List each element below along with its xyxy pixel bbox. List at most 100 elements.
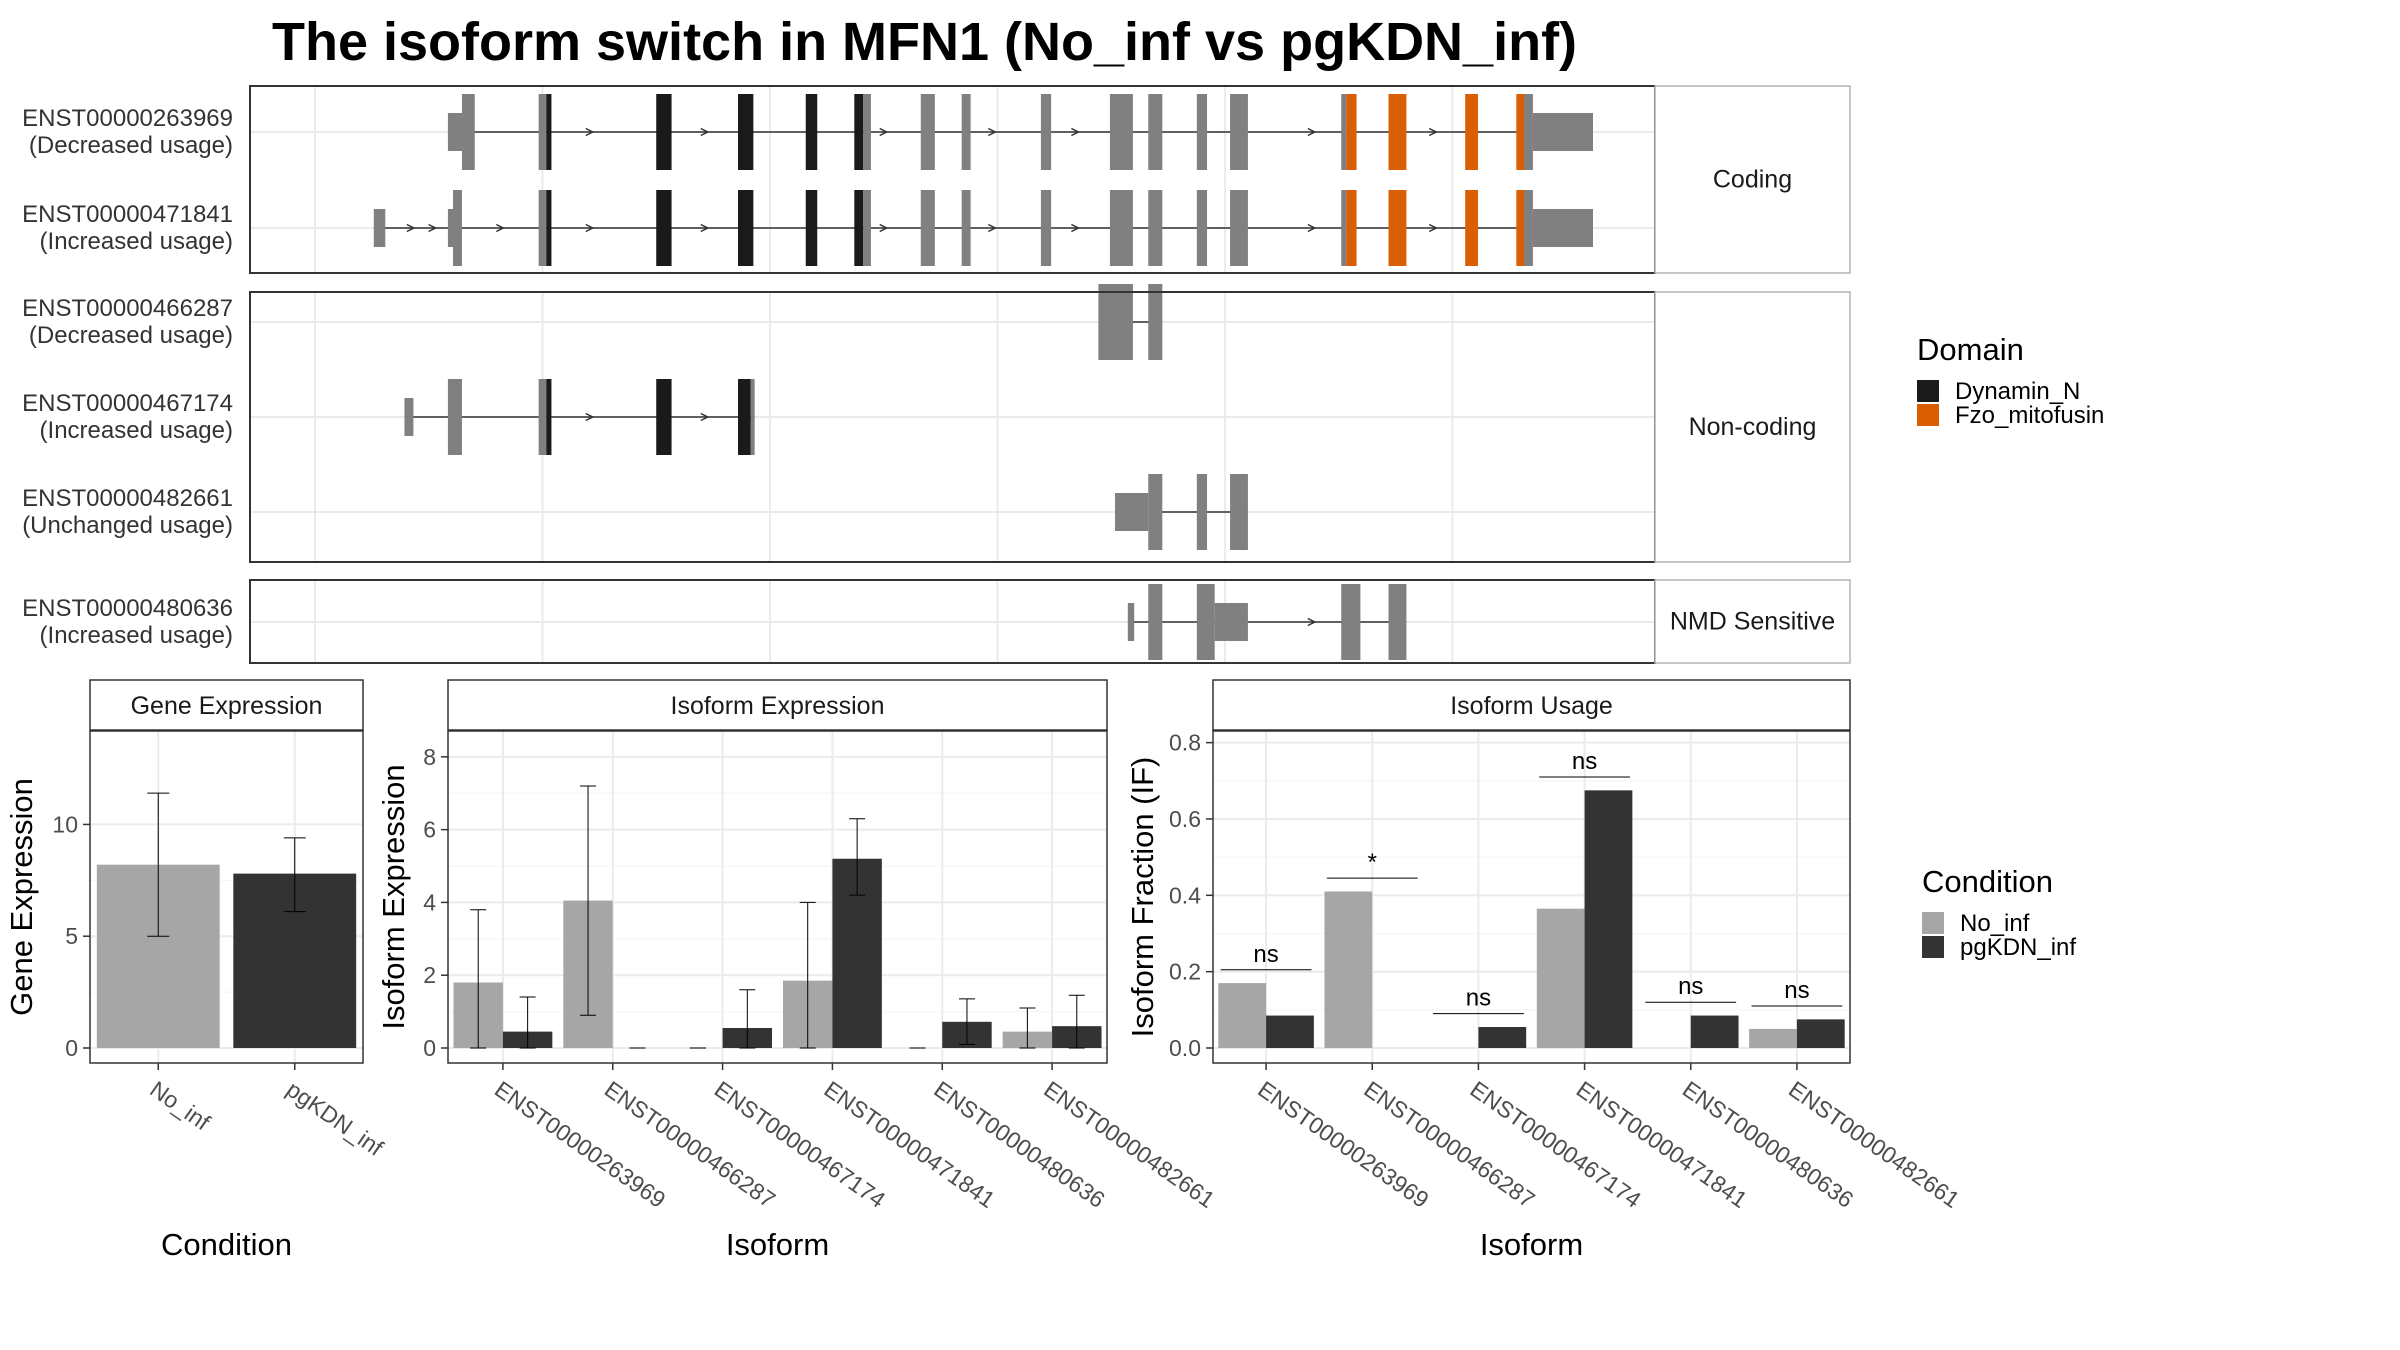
y-tick-label: 0.8 [1169,730,1201,756]
isoform-label: ENST00000466287 (Decreased usage) [22,295,233,349]
exon-dynamin-domain [546,94,552,170]
exon [1115,493,1149,531]
domain-legend-key [1917,404,1939,426]
exon [447,379,462,455]
isoform-usage: (Increased usage) [40,622,233,649]
strand-arrow [1307,617,1317,627]
isoform-label: ENST00000467174 (Increased usage) [22,390,233,444]
strand-arrow [700,223,710,233]
condition-legend-key [1922,912,1944,934]
condition-legend-title: Condition [1922,864,2053,899]
isoform-usage: (Decreased usage) [29,322,233,349]
x-axis-title: Isoform [1480,1227,1583,1262]
domain-legend-title: Domain [1917,332,2024,367]
exon [1148,190,1163,266]
y-tick-label: 2 [423,962,436,988]
exon [461,94,475,170]
strand-arrow [1071,223,1081,233]
facet-strip-label: NMD Sensitive [1670,608,1835,636]
exon [1214,603,1248,641]
chart-title: Isoform Expression [671,692,885,720]
isoform-id: ENST00000482661 [22,485,233,512]
exon-dynamin-domain [656,379,672,455]
chart-strip [447,679,1108,731]
isoform-usage: (Increased usage) [40,228,233,255]
exon [1230,94,1248,170]
y-tick-label: 0.6 [1169,806,1201,832]
exon-dynamin-domain [546,379,552,455]
exon-dynamin-domain [805,190,818,266]
exon-dynamin-domain [738,94,754,170]
exon [1148,94,1163,170]
domain-legend-key [1917,380,1939,402]
gene-model-panel: ENST00000263969 (Decreased usage)ENST0000… [22,85,1851,664]
y-axis-title: Isoform Fraction (IF) [1125,757,1160,1038]
exon-dynamin-domain [656,94,672,170]
y-tick-label: 5 [65,923,78,949]
facet-strip [1654,85,1851,274]
exon [453,190,462,266]
exon [1109,94,1133,170]
bar [1796,1019,1845,1048]
exon-fzo-domain [1516,94,1524,170]
bar-chart-1: Gene Expression 0 5 10 No_inf pgKDN_inf Condit… [4,679,388,1262]
strand-arrow [428,223,438,233]
bar [1266,1015,1314,1048]
x-tick-label: ENST00000263969 [1253,1076,1433,1213]
strand-arrow [988,127,998,137]
exon [1148,584,1163,660]
plot-border [89,730,364,1064]
exon-fzo-domain [1388,190,1407,266]
exon-dynamin-domain [656,190,672,266]
significance-label: * [1368,849,1377,876]
condition-legend-label: No_inf [1960,910,2030,937]
exon-dynamin-domain [738,379,751,455]
exon [1040,190,1052,266]
significance-label: ns [1466,985,1491,1012]
exon [1532,209,1593,247]
strand-arrow [700,127,710,137]
x-tick-label: ENST00000466287 [1359,1076,1539,1213]
significance-label: ns [1253,941,1278,968]
exon [1148,284,1163,360]
exon [1523,190,1533,266]
y-tick-label: 6 [423,817,436,843]
exon [1388,584,1407,660]
strand-arrow [585,412,595,422]
x-tick-label: No_inf [145,1076,215,1136]
exon-fzo-domain [1388,94,1407,170]
strand-arrow [988,223,998,233]
x-tick-label: ENST00000471841 [1572,1076,1752,1213]
x-tick-label: ENST00000482661 [1784,1076,1964,1213]
x-tick-label: ENST00000480636 [1678,1076,1858,1213]
exon [447,209,454,247]
strand-arrow [879,127,889,137]
y-tick-label: 0.4 [1169,882,1201,908]
strand-arrow [406,223,416,233]
bar [1324,891,1373,1048]
exon [1341,94,1347,170]
figure-title: The isoform switch in MFN1 (No_inf vs pg… [272,12,1577,72]
exon [1109,190,1133,266]
isoform-id: ENST00000467174 [22,390,233,417]
exon [1230,474,1248,550]
exon-dynamin-domain [854,94,864,170]
exon [961,94,971,170]
exon-fzo-domain [1465,94,1478,170]
y-tick-label: 0.0 [1169,1035,1201,1061]
isoform-usage: (Decreased usage) [29,132,233,159]
isoform-label: ENST00000480636 (Increased usage) [22,595,233,649]
isoform-label: ENST00000482661 (Unchanged usage) [22,485,233,539]
plot-bg [1213,731,1850,1063]
domain-legend-label: Dynamin_N [1955,378,2080,405]
isoform-label: ENST00000471841 (Increased usage) [22,201,233,255]
bar-chart-2: Isoform Expression02468ENST00000263969EN… [376,679,1220,1262]
y-tick-label: 0 [423,1035,436,1061]
bar [1749,1028,1797,1048]
exon-fzo-domain [1346,190,1357,266]
exon [1230,190,1248,266]
plot-border [447,730,1108,1064]
x-tick-label: ENST00000467174 [1466,1076,1647,1213]
